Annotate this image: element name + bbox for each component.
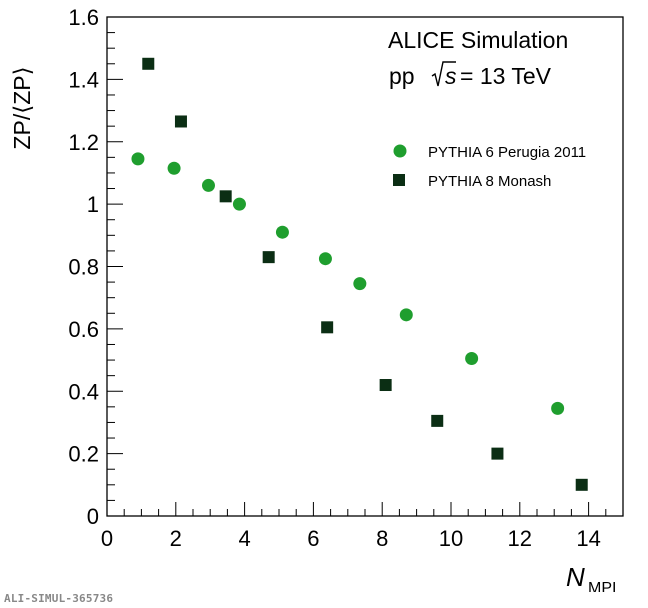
y-tick-label: 1 [87, 192, 99, 217]
tick-labels: 0 2 4 6 8 10 12 14 0 0.2 0.4 0.6 0.8 1 1.2 1.4 1.6 [68, 5, 600, 551]
sqrt-s-symbol: s [431, 61, 457, 89]
series-pythia8 [142, 57, 588, 491]
series-pythia6 [131, 152, 565, 415]
y-tick-label: 1.6 [68, 5, 99, 30]
x-axis-title: N MPI [566, 562, 616, 592]
data-point-square [431, 414, 444, 427]
chart: 0 2 4 6 8 10 12 14 0 0.2 0.4 0.6 0.8 1 1.2 1.4 1.6 ALICE… [9, 5, 624, 592]
x-tick-label: 10 [439, 526, 463, 551]
data-point-circle [465, 352, 479, 366]
legend-label-pythia8: PYTHIA 8 Monash [428, 173, 551, 190]
axis-ticks [106, 16, 624, 517]
sqrt-sign [431, 61, 456, 87]
data-point-square [575, 478, 588, 491]
x-tick-label: 4 [238, 526, 250, 551]
data-point-square [219, 190, 232, 203]
legend: PYTHIA 6 Perugia 2011 PYTHIA 8 Monash [393, 144, 586, 190]
y-axis-title: ZP/⟨ZP⟩ [9, 66, 35, 149]
legend-marker-pythia8 [393, 174, 405, 186]
data-point-square [262, 251, 275, 264]
x-tick-label: 12 [508, 526, 532, 551]
data-point-circle [167, 161, 181, 175]
x-tick-label: 8 [376, 526, 388, 551]
data-markers [131, 57, 588, 491]
x-tick-label: 2 [170, 526, 182, 551]
y-tick-label: 0.4 [68, 379, 99, 404]
data-point-circle [131, 152, 145, 166]
data-point-circle [399, 308, 413, 322]
x-tick-label: 0 [101, 526, 113, 551]
plot-frame [106, 16, 624, 517]
data-point-circle [318, 252, 332, 266]
data-point-square [379, 379, 392, 392]
x-axis-title-main: N [566, 562, 585, 592]
data-point-square [174, 115, 187, 128]
data-point-square [321, 321, 334, 334]
y-tick-label: 0.6 [68, 317, 99, 342]
data-point-square [142, 57, 155, 70]
y-tick-label: 0 [87, 504, 99, 529]
y-tick-label: 0.2 [68, 442, 99, 467]
y-tick-label: 0.8 [68, 255, 99, 280]
legend-marker-pythia6 [393, 144, 407, 158]
data-point-circle [275, 225, 289, 239]
legend-label-pythia6: PYTHIA 6 Perugia 2011 [428, 144, 586, 161]
data-point-square [491, 447, 504, 460]
header-system: pp [389, 63, 415, 89]
x-tick-label: 14 [576, 526, 600, 551]
data-point-circle [232, 197, 246, 211]
figure-id-label: ALI-SIMUL-365736 [4, 592, 114, 605]
y-tick-label: 1.2 [68, 130, 99, 155]
data-point-circle [353, 277, 367, 291]
x-tick-label: 6 [307, 526, 319, 551]
svg-text:s: s [445, 63, 457, 89]
data-point-circle [201, 178, 215, 192]
data-point-circle [551, 401, 565, 415]
plot-border [106, 16, 624, 517]
header-title: ALICE Simulation [388, 27, 568, 53]
x-axis-title-subscript: MPI [588, 580, 616, 592]
header-energy: = 13 TeV [460, 63, 552, 89]
y-tick-label: 1.4 [68, 67, 99, 92]
